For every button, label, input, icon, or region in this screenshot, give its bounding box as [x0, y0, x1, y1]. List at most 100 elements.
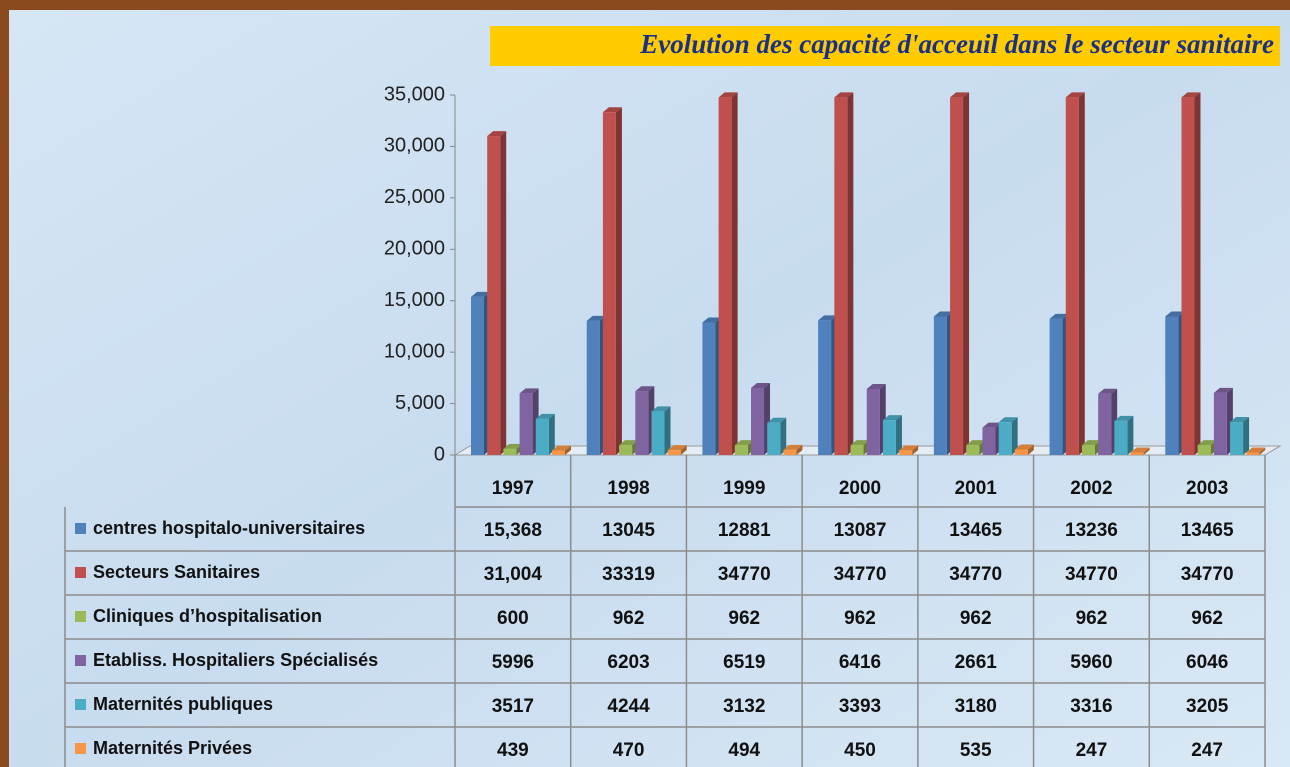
bar	[503, 448, 517, 455]
table-cell: 247	[1076, 740, 1108, 761]
y-tick-label: 10,000	[384, 340, 445, 362]
bar-side	[780, 417, 787, 455]
bar	[1014, 449, 1028, 455]
bar	[1049, 318, 1063, 455]
table-cell: 5960	[1070, 652, 1112, 673]
table-cell: 6519	[723, 652, 765, 673]
bar-side	[664, 406, 671, 455]
bar	[767, 422, 781, 455]
bar-top	[966, 440, 986, 446]
bar-top	[834, 92, 854, 98]
legend-label: Maternités Privées	[93, 738, 252, 758]
legend-label: Maternités publiques	[93, 694, 273, 714]
bar-top	[767, 417, 787, 423]
y-tick-label: 20,000	[384, 238, 445, 260]
table-cell: 34770	[718, 564, 771, 585]
bar-side	[895, 415, 902, 455]
bar-top	[1213, 387, 1233, 393]
bar-top	[1230, 417, 1250, 423]
table-cell: 34770	[949, 564, 1002, 585]
bar-top	[1065, 92, 1085, 98]
table-cell: 3180	[955, 696, 997, 717]
bar	[667, 450, 681, 455]
title-box	[490, 26, 1280, 66]
bar-top	[667, 445, 687, 451]
bar	[933, 316, 947, 455]
bar-top	[734, 440, 754, 446]
bar-top	[982, 422, 1002, 428]
table-cell: 15,368	[484, 520, 542, 541]
bar	[1114, 420, 1128, 455]
bar-top	[552, 445, 571, 451]
table-cell: 3132	[723, 696, 765, 717]
table-cell: 247	[1191, 740, 1223, 761]
bar	[783, 449, 797, 455]
table-cell: 13236	[1065, 520, 1118, 541]
x-tick-label: 2002	[1070, 478, 1112, 499]
y-tick-label: 15,000	[384, 289, 445, 311]
legend-swatch	[75, 699, 86, 710]
bar-top	[1098, 388, 1118, 394]
bar-top	[899, 445, 919, 451]
bar-side	[1011, 417, 1018, 455]
x-tick-label: 2000	[839, 478, 881, 499]
bar	[1098, 393, 1112, 455]
legend-swatch	[75, 611, 86, 622]
bar	[1230, 422, 1244, 455]
bar-side	[1127, 415, 1134, 455]
bar-top	[850, 440, 870, 446]
bar-top	[751, 382, 771, 388]
bar-top	[1114, 415, 1134, 421]
bar-side	[1259, 447, 1266, 455]
legend-swatch	[75, 743, 86, 754]
bar	[950, 97, 964, 455]
top-border	[0, 0, 1290, 10]
bar-side	[565, 445, 571, 455]
bar-top	[535, 413, 555, 419]
table-cell: 6046	[1186, 652, 1228, 673]
bar-top	[503, 443, 523, 449]
table-cell: 962	[1076, 608, 1108, 629]
bar-top	[1049, 313, 1069, 319]
table-cell: 34770	[1181, 564, 1234, 585]
table-cell: 962	[613, 608, 645, 629]
bar-top	[718, 92, 738, 98]
bar-top	[1246, 447, 1266, 453]
table-cell: 5996	[492, 652, 534, 673]
table-cell: 13045	[602, 520, 655, 541]
y-tick-label: 25,000	[384, 186, 445, 208]
bar-side	[615, 107, 622, 455]
legend-swatch	[75, 655, 86, 666]
bar-side	[500, 131, 507, 455]
table-cell: 3205	[1186, 696, 1229, 717]
x-tick-label: 1998	[607, 478, 649, 499]
table-cell: 13465	[949, 520, 1002, 541]
bar-side	[1027, 444, 1034, 455]
bar	[535, 418, 549, 455]
table-cell: 34770	[1065, 564, 1118, 585]
bar-top	[471, 291, 490, 297]
bar-side	[548, 413, 555, 455]
table-cell: 494	[728, 740, 760, 761]
bar	[1081, 445, 1095, 455]
bar	[734, 445, 748, 455]
bar	[882, 420, 896, 455]
bar-top	[519, 388, 539, 394]
bar-top	[635, 386, 655, 392]
bar	[651, 411, 665, 455]
bar	[1197, 445, 1211, 455]
table-cell: 962	[960, 608, 992, 629]
bar	[1213, 392, 1227, 455]
bar-top	[702, 317, 722, 323]
bar	[602, 112, 616, 455]
bar-top	[998, 417, 1018, 423]
bar-top	[1014, 444, 1034, 450]
y-tick-label: 35,000	[384, 83, 445, 105]
bar	[1165, 316, 1179, 455]
table-cell: 3316	[1070, 696, 1112, 717]
bar	[818, 320, 832, 455]
legend-label: Secteurs Sanitaires	[93, 562, 260, 582]
left-border	[0, 0, 9, 767]
x-tick-label: 1999	[723, 478, 765, 499]
table-cell: 962	[728, 608, 760, 629]
